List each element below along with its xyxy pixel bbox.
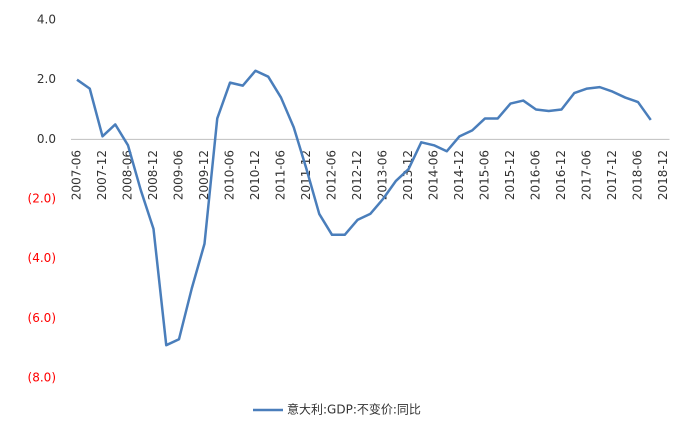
x-tick-label: 2016-06 — [529, 150, 543, 200]
x-tick-label: 2007-06 — [70, 150, 84, 200]
x-tick-label: 2007-12 — [95, 150, 109, 200]
y-tick-label: (2.0) — [28, 192, 56, 206]
x-tick-label: 2017-06 — [580, 150, 594, 200]
y-tick-label: 4.0 — [37, 13, 56, 27]
x-tick-label: 2018-12 — [656, 150, 670, 200]
x-tick-label: 2016-12 — [554, 150, 568, 200]
x-tick-label: 2010-06 — [223, 150, 237, 200]
x-tick-label: 2011-12 — [299, 150, 313, 200]
y-tick-label: (8.0) — [28, 371, 56, 385]
x-tick-label: 2011-06 — [274, 150, 288, 200]
y-tick-label: (6.0) — [28, 311, 56, 325]
x-tick-label: 2018-06 — [631, 150, 645, 200]
x-tick-label: 2012-06 — [325, 150, 339, 200]
y-tick-label: 0.0 — [37, 132, 56, 146]
y-tick-label: (4.0) — [28, 251, 56, 265]
x-tick-label: 2017-12 — [605, 150, 619, 200]
legend-label: 意大利:GDP:不变价:同比 — [287, 402, 421, 417]
x-tick-label: 2015-12 — [503, 150, 517, 200]
x-tick-label: 2010-12 — [248, 150, 262, 200]
data-line — [76, 69, 652, 347]
x-tick-label: 2009-06 — [172, 150, 186, 200]
x-tick-label: 2012-12 — [350, 150, 364, 200]
x-tick-label: 2014-12 — [452, 150, 466, 200]
y-tick-label: 2.0 — [37, 72, 56, 86]
x-tick-label: 2015-06 — [478, 150, 492, 200]
x-tick-label: 2014-06 — [427, 150, 441, 200]
x-tick-label: 2009-12 — [197, 150, 211, 200]
x-tick-label: 2013-06 — [376, 150, 390, 200]
x-tick-label: 2008-12 — [146, 150, 160, 200]
x-tick-label: 2008-06 — [121, 150, 135, 200]
